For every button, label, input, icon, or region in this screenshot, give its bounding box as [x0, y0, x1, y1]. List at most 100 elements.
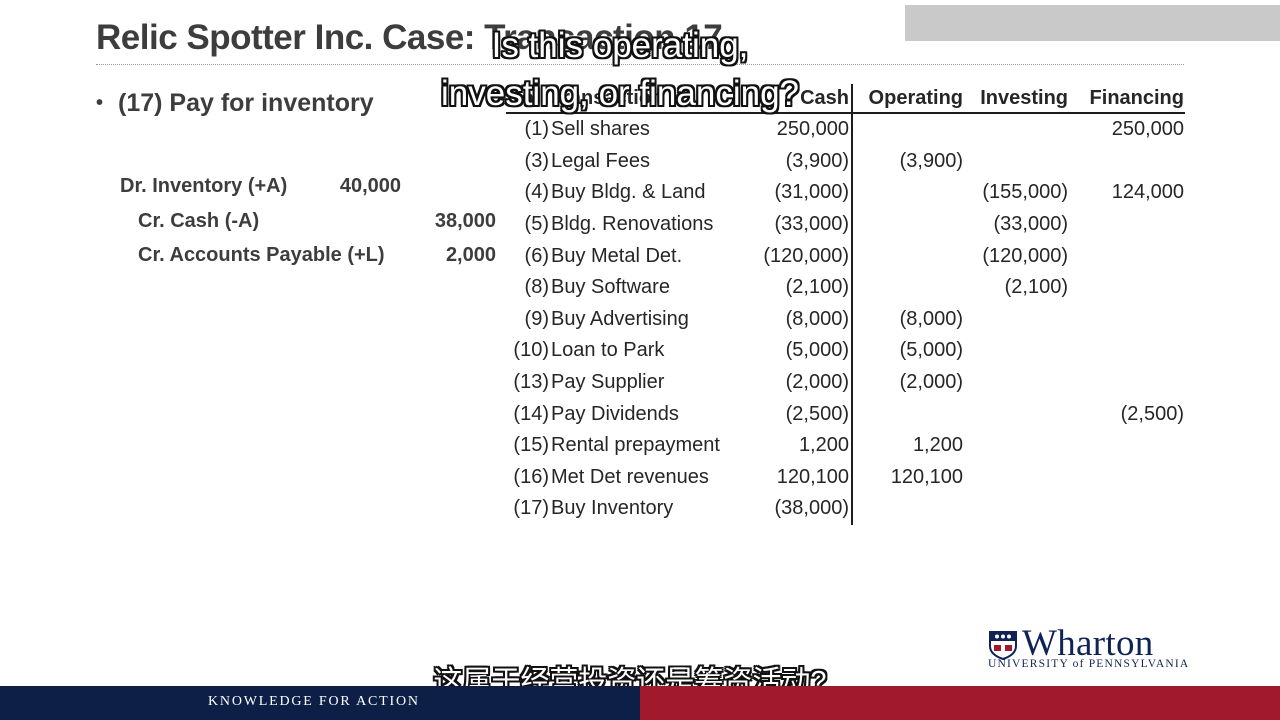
bullet-text: (17) Pay for inventory [118, 89, 374, 117]
cell-desc: Met Det revenues [551, 465, 709, 488]
cell-cash: (120,000) [750, 240, 853, 272]
cell-cash: (31,000) [750, 177, 853, 209]
cell-investing [964, 462, 1069, 494]
cell-financing [1069, 335, 1185, 367]
cell-financing [1069, 240, 1185, 272]
cell-financing [1069, 367, 1185, 399]
credit-cash-amount: 38,000 [434, 210, 496, 232]
cell-no: (10) [513, 339, 549, 362]
footer-navy-bar [0, 686, 640, 720]
footer-tagline: KNOWLEDGE FOR ACTION [208, 694, 420, 709]
cell-investing [964, 304, 1069, 336]
table-row: (5) Bldg. Renovations (33,000) (33,000) [506, 208, 1185, 241]
cell-desc: Buy Advertising [551, 307, 689, 330]
logo-university: UNIVERSITY of PENNSYLVANIA [988, 658, 1190, 670]
cell-no: (6) [524, 244, 549, 267]
cell-cash: (33,000) [750, 208, 853, 241]
cell-desc: Pay Dividends [551, 402, 679, 425]
cell-operating [852, 272, 964, 304]
cell-operating [852, 240, 964, 272]
cell-no: (1) [524, 118, 549, 141]
cell-financing [1069, 493, 1185, 525]
cell-cash: 1,200 [750, 429, 853, 462]
cell-investing [964, 367, 1069, 399]
english-subtitle-line1: Is this operating, [491, 26, 749, 65]
cell-financing [1069, 430, 1185, 462]
bullet-dot-icon: • [96, 92, 104, 114]
debit-inventory-amount: 40,000 [339, 175, 401, 197]
cell-desc: Rental prepayment [551, 434, 720, 457]
credit-accounts-payable-label: Cr. Accounts Payable (+L) [138, 244, 385, 266]
header-operating: Operating [852, 84, 964, 114]
cell-investing [964, 146, 1069, 178]
cell-cash: (38,000) [750, 493, 853, 525]
table-row: (1) Sell shares 250,000 250,000 [506, 113, 1185, 146]
cell-no: (15) [513, 434, 549, 457]
cell-investing: (33,000) [993, 213, 1069, 236]
cell-desc: Buy Metal Det. [551, 244, 683, 267]
cell-investing [964, 335, 1069, 367]
header-cash: Cash [750, 84, 853, 114]
cell-investing [964, 398, 1069, 430]
english-subtitle: Is this operating, investing, or financi… [420, 22, 820, 118]
cell-financing: (2,500) [1120, 402, 1184, 425]
table-row: (8) Buy Software (2,100) (2,100) [506, 271, 1185, 304]
cell-no: (16) [513, 465, 549, 488]
cell-no: (8) [524, 276, 549, 299]
cell-desc: Bldg. Renovations [551, 213, 714, 236]
cell-operating [852, 493, 964, 525]
credit-cash-label: Cr. Cash (-A) [138, 210, 260, 232]
table-row: (4) Buy Bldg. & Land (31,000) (155,000) 124,… [506, 177, 1185, 209]
cash-flow-table: No. Transaction Cash Operating Investing… [506, 84, 1185, 525]
cell-no: (5) [524, 213, 549, 236]
cell-investing: (120,000) [982, 244, 1068, 267]
logo-wordmark: Wharton [1022, 623, 1154, 664]
cell-desc: Buy Bldg. & Land [551, 181, 706, 204]
cell-cash: (2,000) [750, 366, 853, 399]
debit-inventory-label: Dr. Inventory (+A) [120, 175, 288, 197]
footer-red-bar [640, 686, 1280, 720]
table-row: (15) Rental prepayment 1,200 1,200 [506, 429, 1185, 462]
cell-operating: 120,100 [890, 465, 963, 488]
wharton-logo: Wharton UNIVERSITY of PENNSYLVANIA [988, 623, 1193, 672]
cell-investing [964, 493, 1069, 525]
cell-financing [1069, 304, 1185, 336]
cell-desc: Buy Software [551, 276, 670, 299]
cell-desc: Legal Fees [551, 149, 650, 172]
slide-title: Relic Spotter Inc. Case: Transaction 17 [96, 18, 723, 57]
cell-operating: (8,000) [899, 307, 963, 330]
cell-cash: (8,000) [750, 303, 853, 336]
cell-operating [852, 398, 964, 430]
header-investing: Investing [964, 84, 1069, 114]
table-row: (3) Legal Fees (3,900) (3,900) [506, 145, 1185, 178]
cell-financing: 250,000 [1111, 118, 1184, 141]
header-financing: Financing [1069, 84, 1185, 114]
table-row: (9) Buy Advertising (8,000) (8,000) [506, 303, 1185, 336]
cell-operating: 1,200 [912, 434, 963, 457]
cell-operating [852, 209, 964, 241]
cell-no: (4) [524, 181, 549, 204]
cell-no: (9) [524, 307, 549, 330]
cell-desc: Loan to Park [551, 339, 665, 362]
english-subtitle-line2: investing, or financing? [441, 74, 799, 113]
table-row: (16) Met Det revenues 120,100 120,100 [506, 461, 1185, 494]
cell-no: (17) [513, 497, 549, 520]
cell-cash: 120,100 [750, 461, 853, 494]
cell-operating: (3,900) [899, 149, 963, 172]
bullet-point: • (17) Pay for inventory [96, 89, 374, 118]
cell-financing [1069, 146, 1185, 178]
cell-investing [964, 430, 1069, 462]
table-header-row: No. Transaction Cash Operating Investing… [506, 84, 1185, 114]
header-gray-bar [905, 5, 1280, 41]
cell-cash: (5,000) [750, 335, 853, 367]
header-no: No. [506, 84, 550, 114]
cell-financing [1069, 272, 1185, 304]
cell-operating: (2,000) [899, 371, 963, 394]
table-row: (17) Buy Inventory (38,000) [506, 493, 1185, 525]
cell-cash: (3,900) [750, 145, 853, 178]
cell-investing: (155,000) [982, 181, 1068, 204]
table-row: (10) Loan to Park (5,000) (5,000) [506, 335, 1185, 367]
table-row: (14) Pay Dividends (2,500) (2,500) [506, 398, 1185, 430]
cell-no: (13) [513, 371, 549, 394]
